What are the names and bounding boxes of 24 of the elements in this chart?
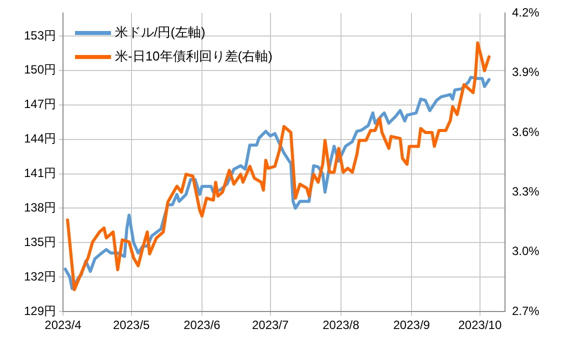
y-tick-label: 138円 [24,200,56,215]
y2-tick-label: 2.7% [512,304,540,318]
y2-tick-label: 4.2% [512,5,540,20]
x-tick-label: 2023/7 [252,318,290,332]
y-tick-label: 150円 [24,62,56,77]
x-tick-label: 2023/8 [322,318,360,332]
y2-tick-label: 3.0% [512,244,540,258]
y-tick-label: 153円 [24,28,56,42]
x-tick-label: 2023/9 [393,318,430,332]
y2-tick-label: 3.3% [512,184,540,198]
legend-label: 米-日10年債利回り差(右軸) [115,48,272,64]
y2-tick-label: 3.9% [512,65,540,80]
x-tick-label: 2023/5 [113,318,150,332]
y-tick-label: 129円 [24,304,56,318]
x-tick-label: 2023/6 [184,318,221,332]
y-tick-label: 147円 [24,97,56,112]
y-tick-label: 141円 [24,166,56,180]
y2-tick-label: 3.6% [512,124,540,139]
x-tick-label: 2023/10 [458,318,502,332]
y-tick-label: 132円 [24,269,56,284]
y-tick-label: 144円 [24,132,56,146]
x-tick-label: 2023/4 [44,318,82,332]
legend-label: 米ドル/円(左軸) [115,24,206,40]
y-tick-label: 135円 [24,235,56,250]
